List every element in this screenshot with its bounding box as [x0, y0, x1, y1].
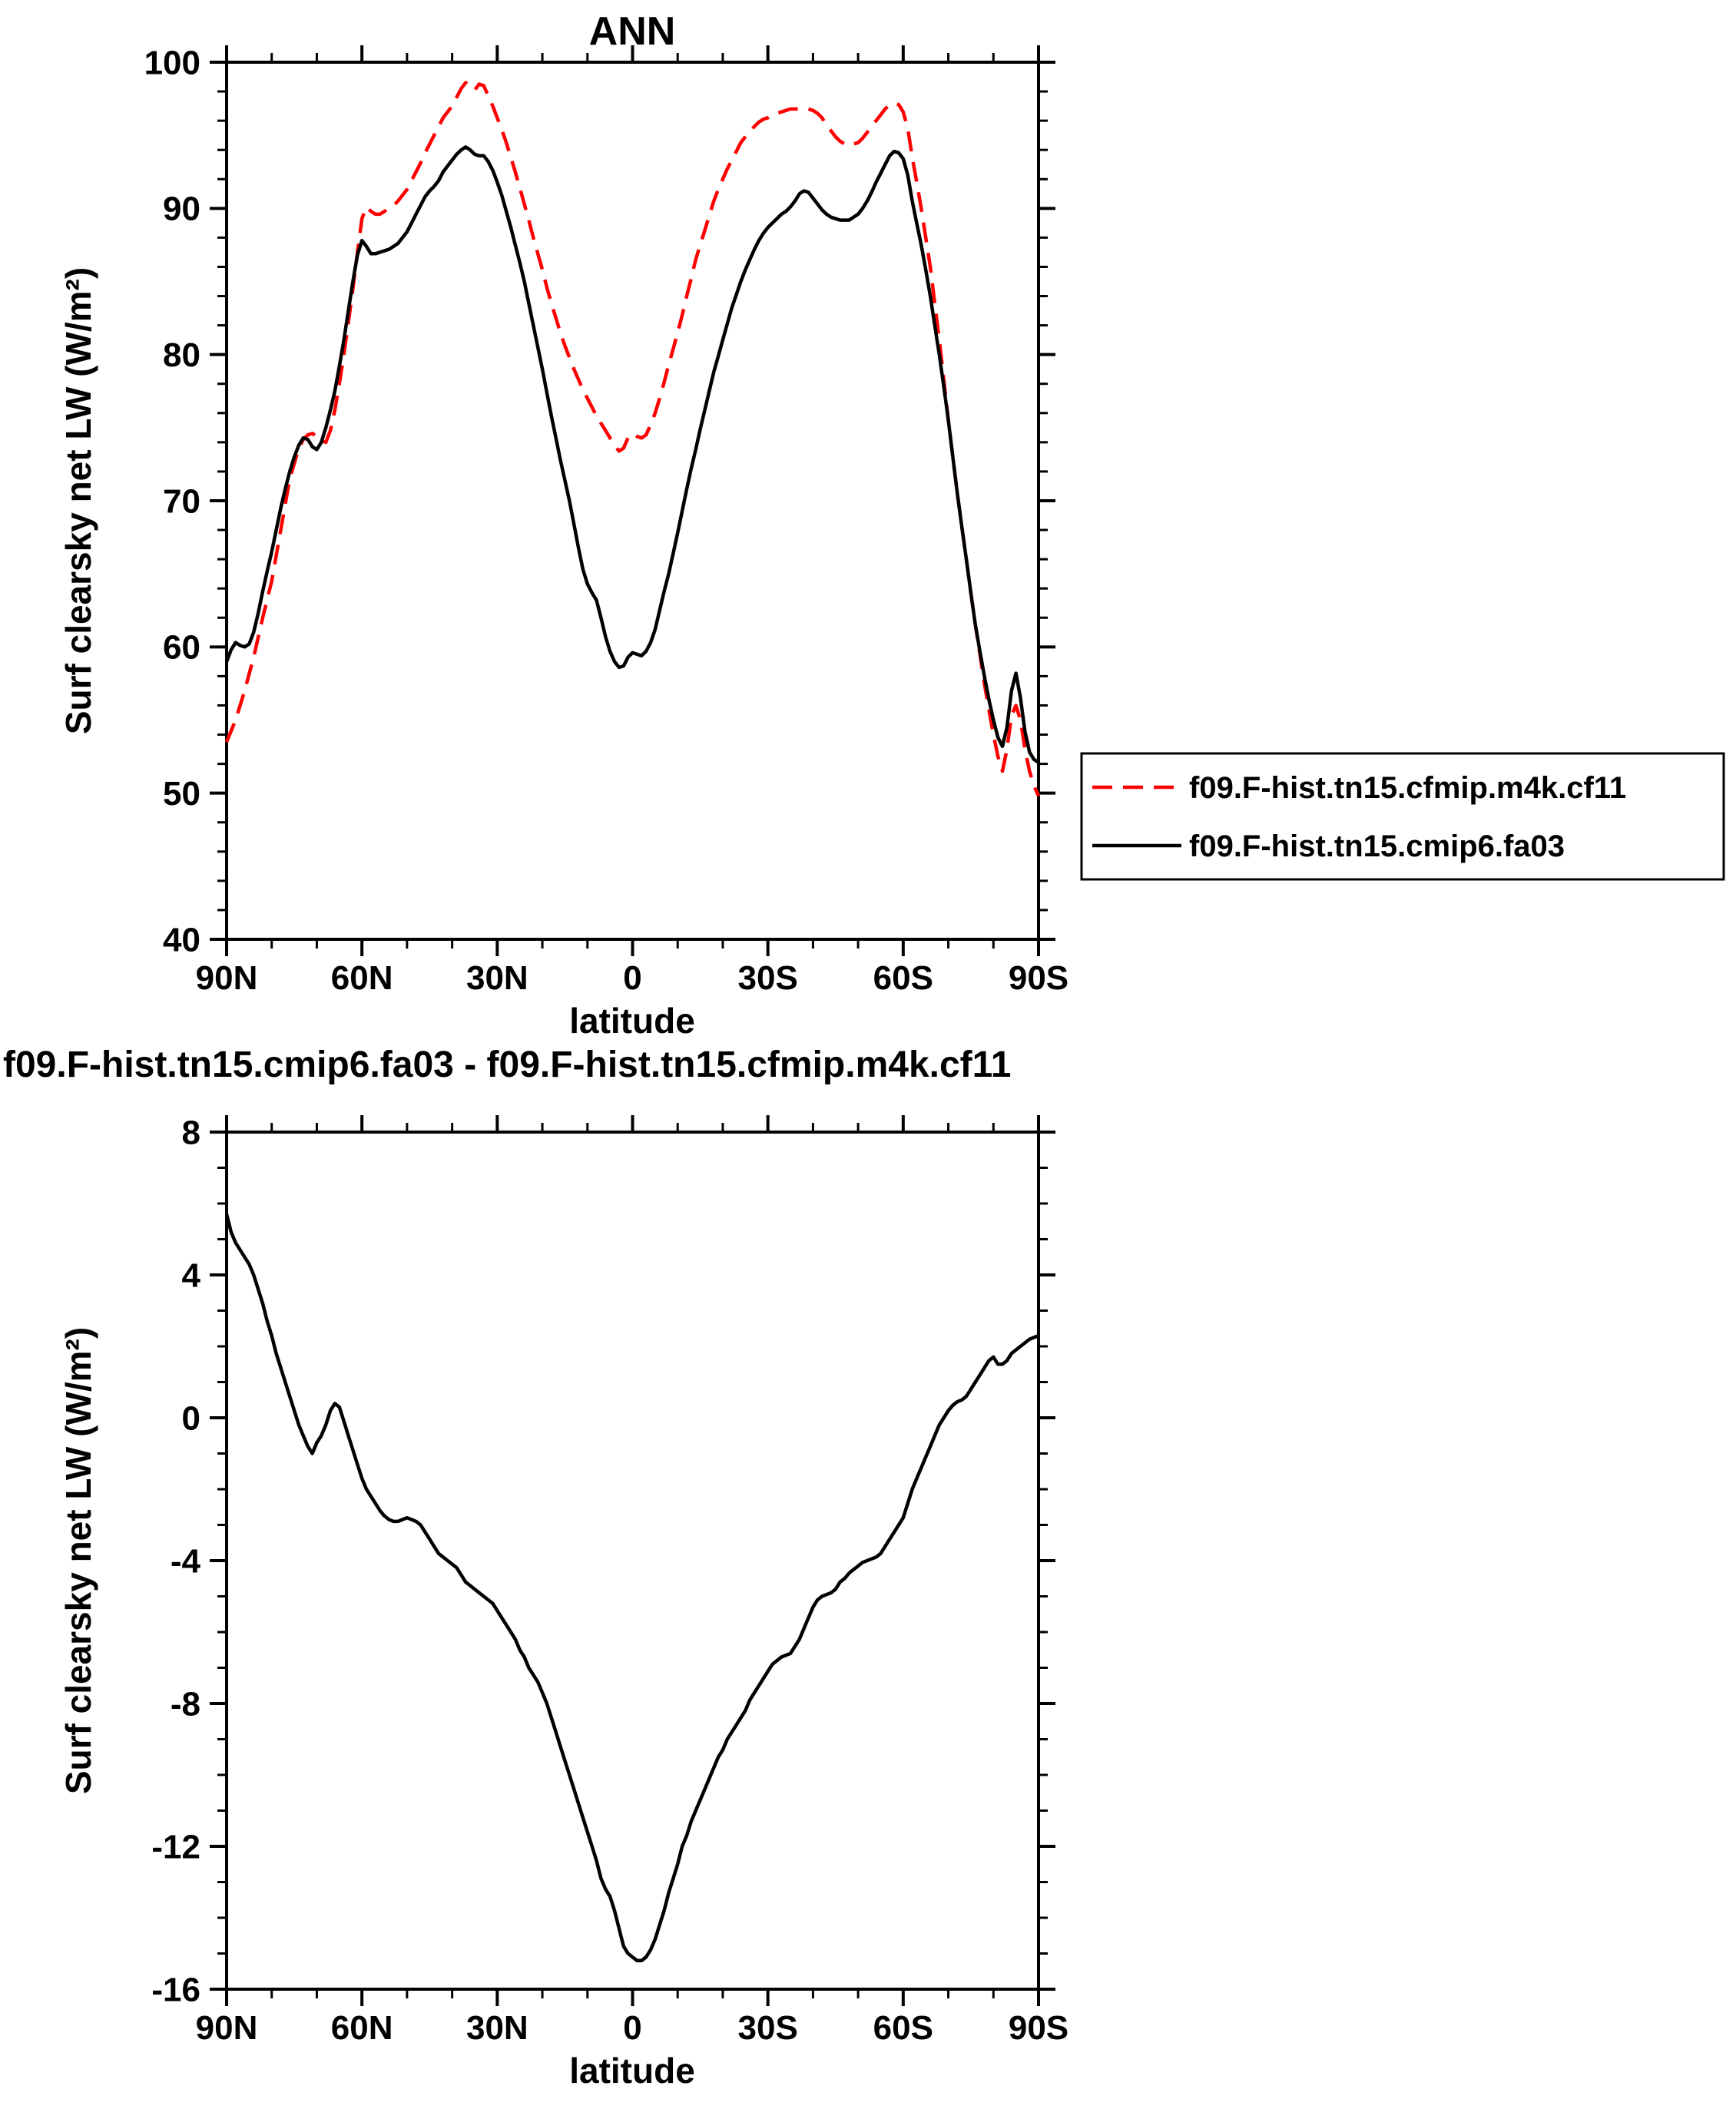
y-tick-label: 4	[182, 1256, 201, 1294]
axes-frame	[225, 1131, 1040, 1991]
y-tick-label: 70	[163, 482, 200, 520]
y-tick-label: -4	[171, 1542, 201, 1580]
x-tick-label: 0	[623, 2009, 641, 2047]
y-tick-label: 0	[182, 1399, 200, 1437]
x-tick-label: 90N	[196, 959, 258, 997]
y-tick-label: -16	[151, 1971, 200, 2008]
top-chart: ANN Surf clearsky net LW (W/m²) latitude…	[58, 9, 1725, 1041]
x-tick-label: 30S	[738, 2009, 798, 2047]
series-line-0	[224, 81, 1041, 797]
y-tick-label: 100	[144, 44, 200, 81]
series-line-0	[224, 1213, 1039, 1963]
y-tick-label: -12	[151, 1828, 200, 1866]
bottom-x-axis-label: latitude	[569, 2051, 695, 2091]
y-tick-label: -8	[171, 1685, 200, 1723]
bottom-y-axis-label: Surf clearsky net LW (W/m²)	[58, 1327, 98, 1794]
x-tick-label: 60S	[873, 959, 933, 997]
x-tick-label: 90S	[1009, 2009, 1068, 2047]
series-line-1	[224, 145, 1040, 764]
legend-label: f09.F-hist.tn15.cfmip.m4k.cf11	[1189, 771, 1626, 805]
top-y-axis-label: Surf clearsky net LW (W/m²)	[58, 267, 98, 734]
y-tick-label: 80	[163, 336, 200, 374]
x-tick-label: 0	[623, 959, 641, 997]
y-tick-label: 90	[163, 190, 200, 228]
x-tick-label: 30S	[738, 959, 798, 997]
y-axis-ticks: -16 -12 -8 -4 0 4 8	[151, 1114, 1055, 2008]
axes-frame	[225, 61, 1040, 941]
legend-box	[1080, 752, 1725, 881]
x-tick-label: 30N	[466, 959, 528, 997]
y-axis-ticks: 40 50 60 70 80 90 100	[144, 44, 1055, 958]
legend-label: f09.F-hist.tn15.cmip6.fa03	[1189, 829, 1565, 863]
x-tick-label: 90N	[196, 2009, 258, 2047]
bottom-chart: f09.F-hist.tn15.cmip6.fa03 - f09.F-hist.…	[3, 1045, 1068, 2091]
bottom-chart-title: f09.F-hist.tn15.cmip6.fa03 - f09.F-hist.…	[3, 1045, 1011, 1085]
top-plot-area: 90N 60N 30N 0 30S 60S 90S 40 50 60 70 80 90 100 f09.F-…	[144, 44, 1725, 997]
bottom-plot-area: 90N 60N 30N 0 30S 60S 90S -16 -12 -8 -4 0 4 8	[151, 1114, 1068, 2047]
x-axis-ticks: 90N 60N 30N 0 30S 60S 90S	[196, 45, 1068, 997]
y-tick-label: 60	[163, 629, 200, 667]
x-tick-label: 30N	[466, 2009, 528, 2047]
x-tick-label: 60N	[331, 959, 393, 997]
legend: f09.F-hist.tn15.cfmip.m4k.cf11 f09.F-hist…	[1080, 752, 1725, 881]
x-tick-label: 90S	[1009, 959, 1068, 997]
y-tick-label: 40	[163, 921, 200, 958]
y-tick-label: 8	[182, 1114, 200, 1151]
y-tick-label: 50	[163, 775, 200, 813]
x-tick-label: 60S	[873, 2009, 933, 2047]
top-x-axis-label: latitude	[569, 1001, 695, 1041]
x-axis-ticks: 90N 60N 30N 0 30S 60S 90S	[196, 1115, 1068, 2047]
x-tick-label: 60N	[331, 2009, 393, 2047]
